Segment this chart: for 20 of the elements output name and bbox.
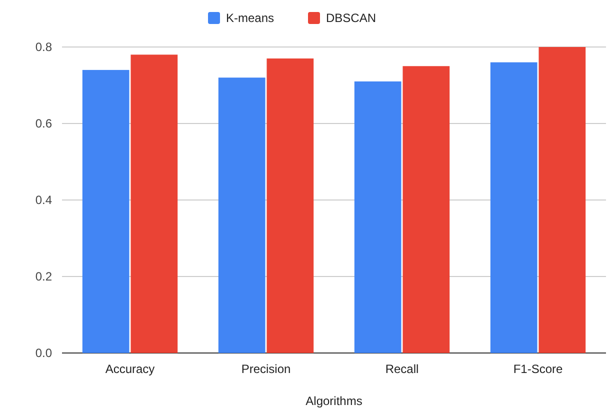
x-tick-label: F1-Score: [513, 362, 563, 376]
y-tick-label: 0.4: [35, 193, 52, 208]
y-tick-label: 0.8: [35, 40, 52, 54]
x-tick-label: Recall: [385, 362, 419, 376]
legend-label: DBSCAN: [326, 11, 376, 26]
legend-label: K-means: [226, 11, 274, 26]
y-tick-label: 0.6: [35, 116, 52, 131]
x-axis-title: Algorithms: [306, 394, 362, 408]
bar: [490, 62, 538, 353]
bar: [218, 78, 266, 353]
x-tick-label: Precision: [241, 362, 291, 376]
x-tick-label: Accuracy: [105, 362, 155, 376]
y-tick-label: 0.0: [35, 346, 52, 360]
bar: [402, 66, 450, 353]
bar: [354, 81, 402, 353]
bar: [266, 58, 314, 353]
bar: [82, 70, 130, 353]
bar: [130, 54, 178, 353]
bar: [538, 47, 586, 353]
y-tick-label: 0.2: [35, 270, 52, 284]
